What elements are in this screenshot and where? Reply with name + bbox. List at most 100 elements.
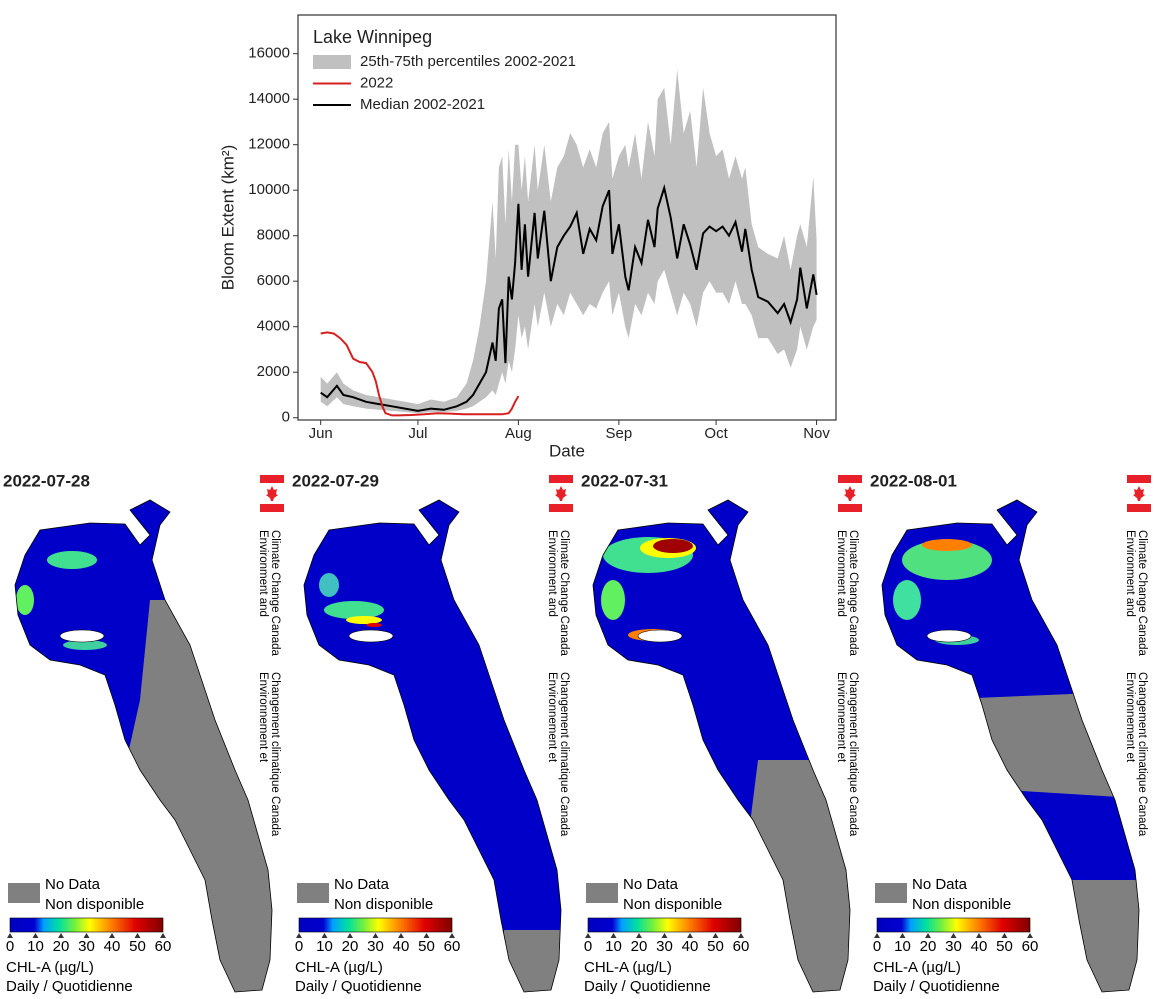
- colorbar-tick-label: 50: [418, 938, 435, 955]
- map-panel: 2022-07-31 Environment and Climate Change …: [581, 471, 862, 995]
- x-axis-label: Date: [549, 441, 585, 460]
- no-data-swatch: [875, 883, 907, 903]
- colorbar-tick: [1027, 933, 1033, 938]
- lake-overlays: [319, 573, 561, 992]
- map-date: 2022-07-29: [292, 471, 379, 490]
- agency-name: Climate Change Canada: [1136, 530, 1148, 657]
- colorbar-tick-label: 30: [945, 938, 962, 955]
- flag-bar: [549, 475, 573, 483]
- map-patch: [653, 539, 693, 553]
- colorbar-tick: [585, 933, 591, 938]
- colorbar-tick-label: 10: [316, 938, 333, 955]
- map-patch: [324, 601, 384, 619]
- y-tick-label: 10000: [248, 181, 290, 198]
- map-patch: [902, 540, 992, 580]
- map-patch: [601, 580, 625, 620]
- colorbar-tick: [1001, 933, 1008, 938]
- colorbar: [298, 917, 453, 933]
- colorbar-tick-label: 40: [971, 938, 988, 955]
- colorbar: [9, 917, 164, 933]
- x-tick-label: Aug: [505, 425, 532, 442]
- no-data-label: No Data: [623, 876, 679, 893]
- agency-name: Environment and: [546, 530, 558, 617]
- map-patch: [366, 623, 382, 627]
- colorbar-tick: [321, 933, 328, 938]
- colorbar-tick-label: 0: [584, 938, 592, 955]
- map-date: 2022-08-01: [870, 471, 957, 490]
- map-patch: [63, 640, 107, 650]
- colorbar-tick-label: 40: [682, 938, 699, 955]
- map-patch: [1067, 880, 1139, 992]
- map-patch: [504, 930, 561, 992]
- map-patch: [927, 690, 1139, 800]
- flag-bar: [260, 504, 284, 512]
- colorbar-tick: [449, 933, 455, 938]
- no-data-label: Non disponible: [623, 896, 722, 913]
- colorbar-tick-label: 10: [894, 938, 911, 955]
- plot-frame: [297, 14, 837, 421]
- colorbar-tick-label: 30: [656, 938, 673, 955]
- colorbar-tick: [109, 933, 115, 938]
- legend-swatch: [313, 55, 351, 69]
- colorbar-tick: [687, 933, 693, 938]
- agency-name: Environnement et: [257, 672, 269, 763]
- delta-land: [59, 629, 105, 643]
- flag-bar: [549, 504, 573, 512]
- colorbar-tick: [423, 933, 430, 938]
- colorbar-tick: [372, 933, 379, 938]
- colorbar-tick-label: 20: [342, 938, 359, 955]
- colorbar-tick-label: 60: [733, 938, 750, 955]
- legend-label: 2022: [360, 74, 393, 91]
- colorbar-tick: [874, 933, 880, 938]
- delta-land: [926, 629, 972, 643]
- colorbar-tick-label: 20: [631, 938, 648, 955]
- map-patch: [893, 580, 921, 620]
- legend-label: Median 2002-2021: [360, 96, 485, 113]
- colorbar-tick: [398, 933, 404, 938]
- percentile-band: [320, 69, 817, 414]
- flag-bar: [838, 504, 862, 512]
- colorbar: [587, 917, 742, 933]
- y-tick-label: 0: [282, 409, 290, 426]
- agency-name: Changement climatique Canada: [847, 672, 859, 837]
- colorbar-tick-label: 40: [393, 938, 410, 955]
- no-data-label: Non disponible: [45, 896, 144, 913]
- y-axis-label: Bloom Extent (km²): [218, 145, 237, 290]
- agency-name: Environment and: [1124, 530, 1136, 617]
- y-tick-label: 4000: [257, 318, 290, 335]
- colorbar-label: CHL-A (µg/L): [6, 959, 94, 976]
- period-label: Daily / Quotidienne: [6, 978, 133, 995]
- period-label: Daily / Quotidienne: [295, 978, 422, 995]
- no-data-label: No Data: [45, 876, 101, 893]
- map-date: 2022-07-28: [3, 471, 90, 490]
- x-tick-label: Oct: [704, 425, 728, 442]
- no-data-swatch: [297, 883, 329, 903]
- map-patch: [922, 539, 972, 551]
- y-tick-label: 14000: [248, 90, 290, 107]
- map-patch: [319, 573, 339, 597]
- colorbar-tick-label: 30: [78, 938, 95, 955]
- map-patch: [16, 585, 34, 615]
- maple-leaf: [555, 486, 567, 501]
- agency-name: Changement climatique Canada: [269, 672, 281, 837]
- colorbar-tick-label: 60: [444, 938, 461, 955]
- agency-name: Climate Change Canada: [269, 530, 281, 657]
- colorbar-tick: [32, 933, 39, 938]
- no-data-label: Non disponible: [334, 896, 433, 913]
- y-tick-label: 8000: [257, 227, 290, 244]
- colorbar-tick-label: 20: [920, 938, 937, 955]
- map-date: 2022-07-31: [581, 471, 668, 490]
- maple-leaf: [1133, 486, 1145, 501]
- colorbar-tick-label: 10: [27, 938, 44, 955]
- flag-bar: [260, 475, 284, 483]
- colorbar-tick-label: 60: [155, 938, 172, 955]
- series-line: [320, 331, 520, 417]
- colorbar-tick: [83, 933, 90, 938]
- period-label: Daily / Quotidienne: [584, 978, 711, 995]
- no-data-swatch: [586, 883, 618, 903]
- colorbar-tick: [661, 933, 668, 938]
- x-tick-label: Nov: [803, 425, 830, 442]
- y-tick-label: 12000: [248, 136, 290, 153]
- map-panel: 2022-08-01 Environment and Climate Change …: [870, 471, 1151, 995]
- x-tick-label: Jun: [309, 425, 333, 442]
